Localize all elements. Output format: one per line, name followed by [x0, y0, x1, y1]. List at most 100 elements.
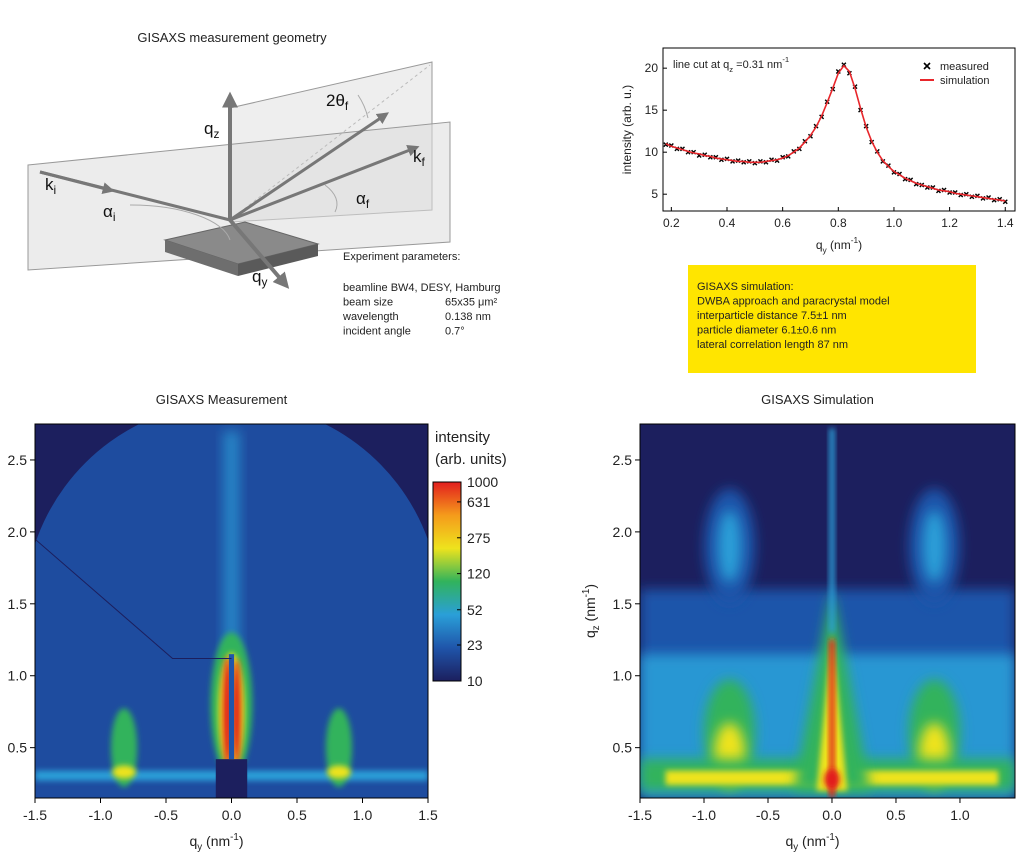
label-part: z — [591, 625, 602, 630]
parameter-text: wavelength — [342, 311, 399, 323]
label-part: ) — [582, 584, 598, 589]
colorbar-tick-label: 10 — [467, 673, 483, 689]
box-text: interparticle distance 7.5±1 nm — [697, 310, 847, 322]
y-tick-label: 2.5 — [8, 452, 28, 468]
x-tick-label: -1.5 — [23, 807, 47, 823]
y-tick-label: 0.5 — [8, 740, 28, 756]
label-part: f — [366, 197, 370, 211]
label-part: q — [582, 630, 598, 638]
x-axis-label: qy (nm-1) — [785, 832, 839, 853]
parameter-text: incident angle — [343, 326, 411, 338]
label-part: ) — [858, 238, 862, 252]
y-tick-label: 1.0 — [8, 668, 28, 684]
label-part: f — [422, 155, 426, 169]
label-part: k — [45, 175, 54, 194]
qy-arrow — [228, 218, 290, 289]
y-tick-label: 2.0 — [8, 524, 28, 540]
x-tick-label: -0.5 — [154, 807, 178, 823]
heatmap-image — [640, 424, 1015, 798]
angle-arc — [129, 204, 231, 241]
box-text: particle diameter 6.1±0.6 nm — [697, 325, 836, 337]
y-tick-label: 1.5 — [613, 596, 633, 612]
colorbar-tick-label: 23 — [467, 637, 483, 653]
heatmap-feature — [327, 765, 351, 779]
y-tick-label: 2.0 — [613, 524, 633, 540]
annotation: line cut at qz =0.31 nm-1 — [673, 55, 789, 74]
diagram-label: αf — [356, 189, 370, 211]
diagram-label: kf — [413, 147, 426, 169]
simulation-box — [688, 265, 976, 373]
label-part: 2θ — [326, 91, 345, 110]
parameter-text: 0.138 nm — [445, 311, 491, 323]
label-part: q — [816, 238, 823, 252]
y-tick-label: 0.5 — [613, 740, 633, 756]
x-tick-label: 0.8 — [830, 216, 847, 230]
x-tick-label: 1.0 — [950, 807, 970, 823]
colorbar-title: intensity — [435, 429, 491, 446]
x-tick-label: 0.6 — [774, 216, 791, 230]
colorbar-tick-label: 275 — [467, 530, 491, 546]
x-tick-label: 0.4 — [719, 216, 736, 230]
diagram-title: GISAXS measurement geometry — [137, 30, 327, 45]
label-part: y — [197, 842, 202, 853]
label-part: -1 — [851, 235, 859, 245]
heatmap-feature — [232, 659, 241, 765]
label-part: q — [204, 119, 213, 138]
parameter-text: beam size — [343, 297, 393, 309]
box-text: GISAXS simulation: — [697, 281, 794, 293]
ki-arrow — [39, 170, 115, 195]
heatmap-feature — [718, 510, 742, 583]
incidence-plane — [27, 121, 451, 271]
heatmap-feature — [824, 769, 840, 790]
label-part: y — [261, 275, 267, 289]
diagram-label: qz — [204, 119, 219, 141]
label-part: z — [213, 127, 219, 141]
box-text: lateral correlation length 87 nm — [697, 339, 848, 351]
label-part: -1 — [782, 55, 789, 64]
y-tick-label: 5 — [651, 187, 658, 201]
x-tick-label: 1.0 — [353, 807, 373, 823]
label-part: =0.31 nm — [733, 59, 782, 71]
y-tick-label: 10 — [645, 145, 659, 159]
colorbar-tick-label: 631 — [467, 494, 491, 510]
angle-arc — [324, 184, 338, 213]
x-tick-label: 1.2 — [941, 216, 958, 230]
plot-frame — [662, 47, 1016, 212]
colorbar — [432, 481, 462, 682]
colorbar-title: (arb. units) — [435, 451, 507, 468]
x-tick-label: -1.0 — [692, 807, 716, 823]
x-tick-label: 0.5 — [287, 807, 307, 823]
parameter-text: beamline BW4, DESY, Hamburg — [343, 282, 501, 294]
box-text: DWBA approach and paracrystal model — [697, 296, 890, 308]
heatmap-feature — [829, 639, 835, 798]
sample-front — [238, 244, 318, 276]
chart-title: GISAXS Measurement — [156, 392, 288, 407]
guide-line — [229, 64, 431, 221]
label-part: α — [103, 202, 113, 221]
x-tick-label: 1.0 — [886, 216, 903, 230]
heatmap-feature — [922, 510, 946, 583]
legend-marker — [923, 62, 931, 70]
y-axis-label: qz (nm-1) — [581, 584, 602, 638]
parameter-text: 65x35 μm² — [445, 297, 498, 309]
label-part: i — [113, 210, 116, 224]
label-part: -1 — [826, 832, 835, 843]
parameter-text: 0.7° — [445, 326, 465, 338]
label-part: -1 — [581, 589, 592, 598]
label-part: (nm — [582, 597, 598, 625]
x-tick-label: -1.0 — [88, 807, 112, 823]
label-part: y — [793, 842, 798, 853]
diagram-label: ki — [45, 175, 56, 197]
x-tick-label: 1.4 — [997, 216, 1014, 230]
heatmap-feature — [829, 428, 835, 633]
label-part: k — [413, 147, 422, 166]
heatmap-feature — [112, 765, 136, 779]
y-tick-label: 2.5 — [613, 452, 633, 468]
y-tick-label: 20 — [645, 61, 659, 75]
y-tick-label: 1.0 — [613, 668, 633, 684]
plot-frame — [639, 423, 1016, 799]
label-part: f — [345, 99, 349, 113]
x-axis-label: qy (nm-1) — [189, 832, 243, 853]
diagram-label: 2θf — [326, 91, 349, 113]
